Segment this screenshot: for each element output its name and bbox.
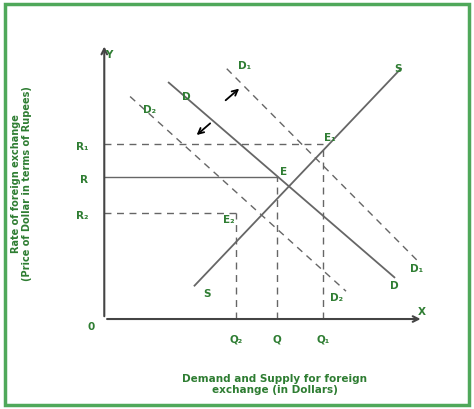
Text: D: D — [182, 92, 191, 101]
Text: 0: 0 — [88, 322, 95, 333]
Text: Q₂: Q₂ — [230, 334, 243, 344]
Text: Demand and Supply for foreign
exchange (in Dollars): Demand and Supply for foreign exchange (… — [182, 374, 367, 395]
Text: E₂: E₂ — [223, 215, 234, 225]
Text: E: E — [280, 166, 287, 177]
Text: Rate of foreign exchange
(Price of Dollar in terms of Rupees): Rate of foreign exchange (Price of Dolla… — [10, 87, 32, 281]
Text: R₁: R₁ — [76, 142, 88, 152]
Text: S: S — [394, 64, 401, 74]
Text: D₂: D₂ — [143, 106, 156, 115]
Text: Q₁: Q₁ — [317, 334, 330, 344]
Text: D₂: D₂ — [330, 293, 343, 303]
Text: D₁: D₁ — [410, 264, 423, 274]
Text: R₂: R₂ — [76, 211, 88, 221]
Text: E₁: E₁ — [324, 133, 336, 143]
Text: S: S — [204, 289, 211, 299]
Text: D₁: D₁ — [238, 61, 251, 71]
Text: D: D — [390, 281, 399, 291]
Text: X: X — [418, 307, 426, 317]
Text: R: R — [80, 175, 88, 185]
Text: Y: Y — [105, 50, 113, 60]
Text: Q: Q — [273, 334, 281, 344]
